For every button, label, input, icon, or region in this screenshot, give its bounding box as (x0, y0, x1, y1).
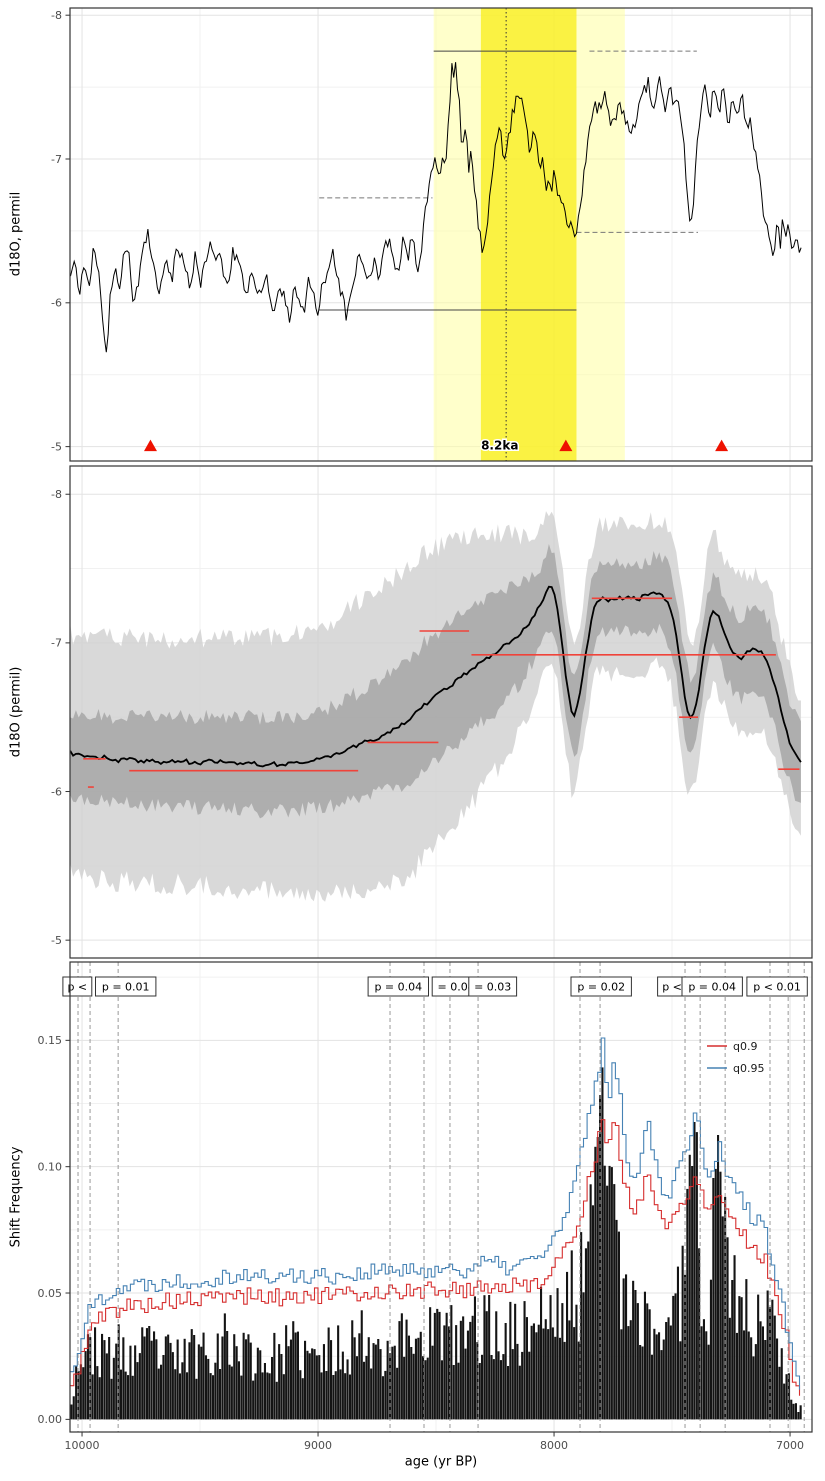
p-value-text: p < (662, 981, 682, 994)
credible-band-inner (70, 544, 801, 819)
svg-text:-7: -7 (51, 153, 62, 166)
svg-text:-5: -5 (51, 440, 62, 453)
d18o-series-line (70, 62, 802, 353)
x-axis-title: age (yr BP) (404, 1454, 478, 1470)
event-8-2ka-label: 8.2ka (481, 438, 518, 452)
p-value-box (570, 976, 632, 997)
posterior-mean-line (69, 585, 802, 768)
p-value-labels: p < p = 0.01 p = 0.04 = 0.04 = 0.03 p = 0.02 p… (62, 976, 808, 997)
panel3-histogram (70, 1067, 802, 1420)
svg-text:-8: -8 (51, 488, 62, 501)
svg-text:0.00: 0.00 (38, 1413, 63, 1426)
red-triangle-marker (559, 439, 573, 452)
svg-text:0.10: 0.10 (38, 1160, 63, 1173)
p-value-box (746, 976, 808, 997)
p-value-text: p < (67, 981, 87, 994)
legend-item-label: q0.95 (733, 1062, 764, 1075)
svg-text:0.05: 0.05 (38, 1287, 63, 1300)
p-value-text: p = 0.04 (374, 981, 422, 994)
p-value-text: p = 0.02 (577, 981, 625, 994)
highlight-bands (433, 8, 625, 461)
p-value-box (681, 976, 743, 997)
p-value-text: p < 0.01 (753, 981, 801, 994)
p-value-text: = 0.04 (437, 981, 474, 994)
svg-text:-7: -7 (51, 637, 62, 650)
svg-text:8000: 8000 (540, 1439, 568, 1452)
highlight-band-inner (480, 8, 577, 461)
p-value-box (95, 976, 157, 997)
svg-text:9000: 9000 (304, 1439, 332, 1452)
svg-text:10000: 10000 (65, 1439, 100, 1452)
p-value-text: p = 0.04 (688, 981, 736, 994)
red-triangle-marker (715, 439, 729, 452)
svg-text:0.15: 0.15 (38, 1034, 63, 1047)
red-triangle-marker (143, 439, 157, 452)
panel2-axis: -8 -7 -6 -5 (51, 465, 813, 959)
panel3-y-axis-title: Shift Frequency (8, 1146, 24, 1248)
svg-text:-6: -6 (51, 297, 62, 310)
significance-vlines (77, 962, 805, 1432)
svg-text:-6: -6 (51, 785, 62, 798)
svg-text:-8: -8 (51, 9, 62, 22)
q0.95-quantile-line (70, 1037, 801, 1390)
p-value-box (468, 976, 518, 997)
p-value-text: p = 0.01 (102, 981, 150, 994)
p-value-box (367, 976, 430, 997)
svg-text:-5: -5 (51, 934, 62, 947)
svg-text:7000: 7000 (776, 1439, 804, 1452)
change-point-markers (143, 439, 729, 452)
panel3-axis: 0.00 0.05 0.10 0.15 10000 9000 8000 7000 (38, 961, 813, 1452)
regime-mean-segments (83, 597, 800, 788)
legend-item-label: q0.9 (733, 1040, 757, 1053)
panel1-axis: -8 -7 -6 -5 (51, 7, 813, 462)
panel2-y-axis-title: d18O (permil) (8, 666, 24, 758)
p-value-text: = 0.03 (474, 981, 511, 994)
chart-legend: q0.9 q0.95 (707, 1040, 764, 1075)
q0.9-quantile-line (70, 1119, 801, 1396)
panel1-y-axis-title: d18O, permil (8, 191, 24, 277)
reference-segments (319, 50, 699, 311)
